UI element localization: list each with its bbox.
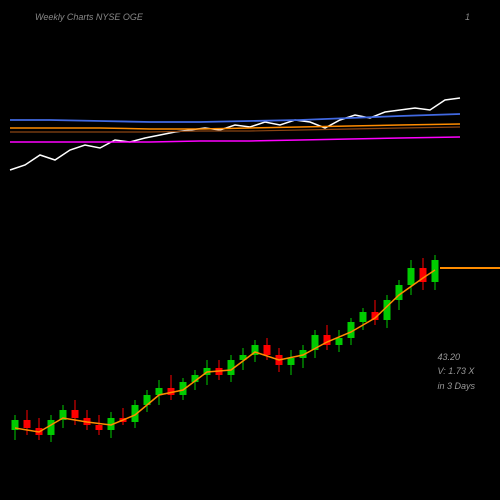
candle-body bbox=[384, 300, 391, 320]
candle-body bbox=[336, 338, 343, 345]
current-price: 43.20 bbox=[437, 350, 475, 364]
volume-value: V: 1.73 X bbox=[437, 364, 475, 378]
candle-body bbox=[96, 425, 103, 430]
period-label: in 3 Days bbox=[437, 379, 475, 393]
signal-line bbox=[15, 270, 435, 432]
candle-body bbox=[72, 410, 79, 418]
candle-body bbox=[288, 358, 295, 365]
price-info-box: 43.20 V: 1.73 X in 3 Days bbox=[437, 350, 475, 393]
ma-blue bbox=[10, 114, 460, 122]
candlestick-panel bbox=[0, 200, 500, 500]
chart-right-label: 1 bbox=[465, 12, 470, 22]
candle-body bbox=[264, 345, 271, 355]
candle-body bbox=[360, 312, 367, 322]
chart-title: Weekly Charts NYSE OGE bbox=[35, 12, 143, 22]
candle-body bbox=[24, 420, 31, 428]
moving-averages-panel bbox=[0, 80, 500, 180]
candle-body bbox=[408, 268, 415, 285]
price-line bbox=[10, 98, 460, 170]
ma-magenta bbox=[10, 137, 460, 142]
candle-body bbox=[48, 420, 55, 435]
